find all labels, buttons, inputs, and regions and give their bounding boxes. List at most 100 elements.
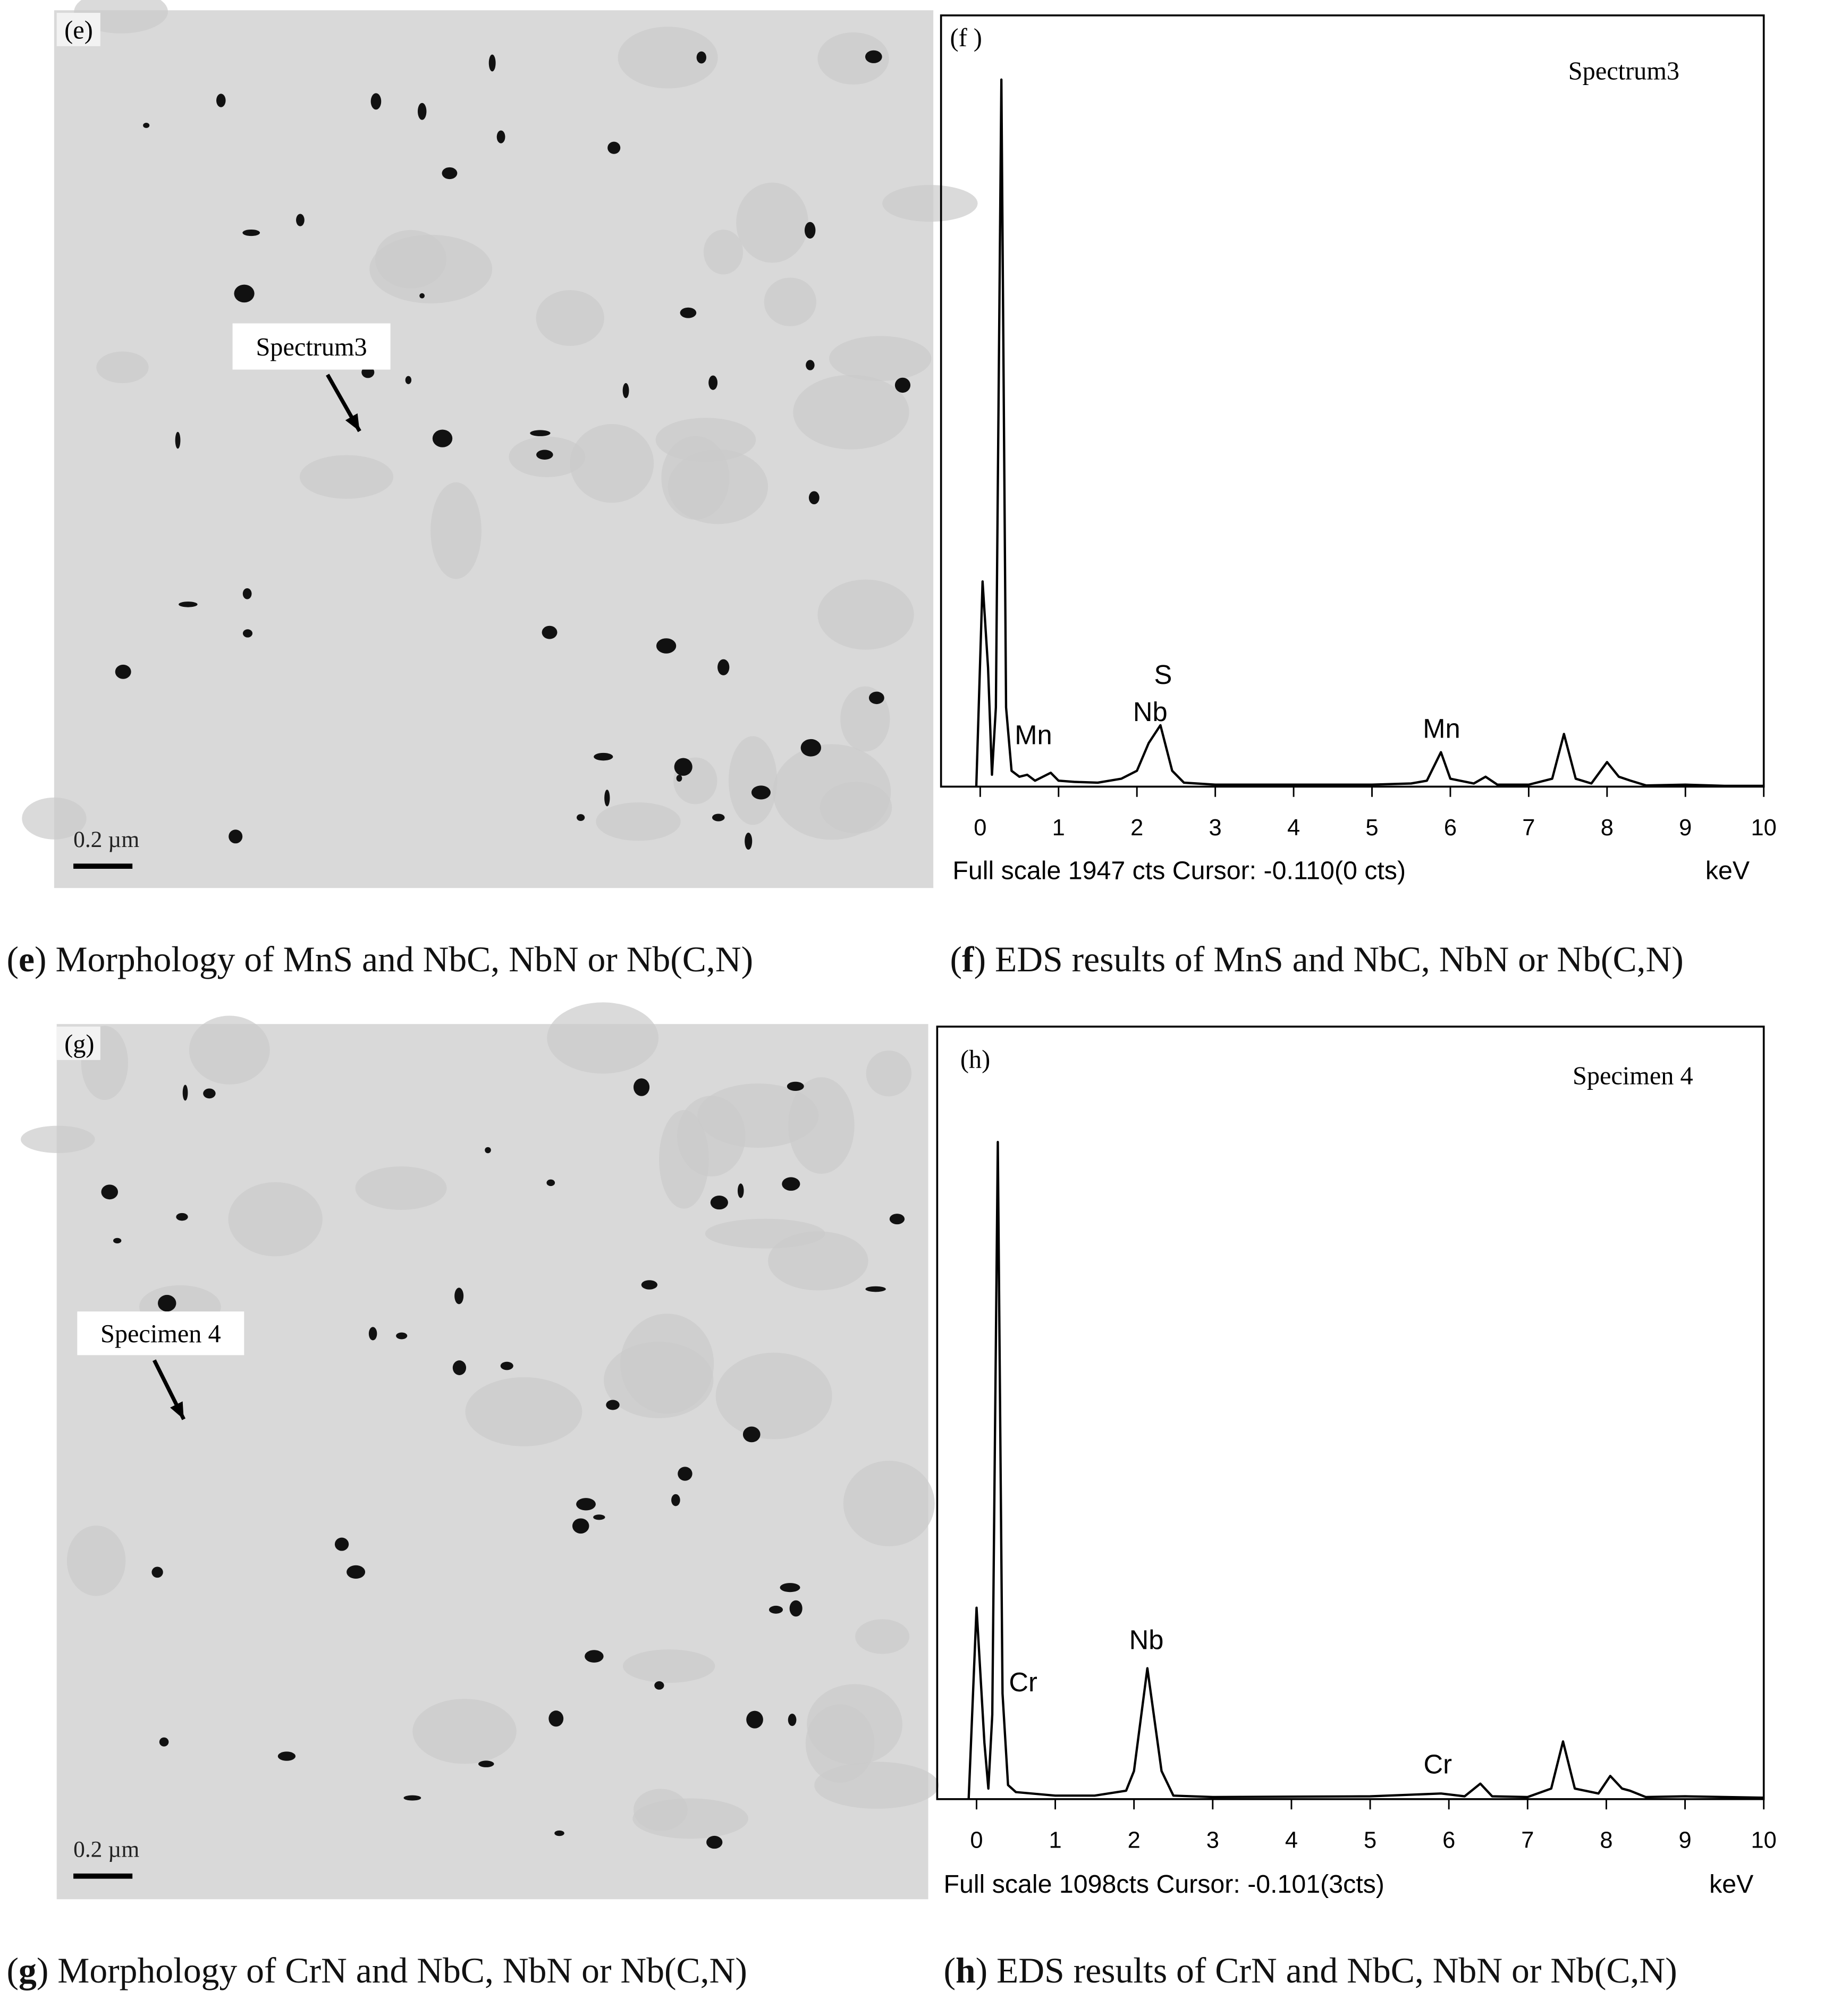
particle: [604, 790, 610, 807]
particle: [751, 785, 771, 800]
particle: [737, 1183, 744, 1198]
x-tick-label: 8: [1600, 1828, 1612, 1853]
particle: [889, 1214, 905, 1225]
caption-part: g: [19, 1951, 37, 1990]
texture: [715, 1352, 832, 1439]
particle: [800, 739, 822, 757]
particle: [622, 383, 629, 399]
panel-label: (h): [960, 1045, 990, 1073]
caption: (h) EDS results of CrN and NbC, NbN or N…: [943, 1951, 1677, 1990]
particle: [229, 829, 243, 844]
particle: [432, 429, 453, 447]
x-tick-label: 1: [1049, 1828, 1061, 1853]
caption-part: ) Morphology of MnS and NbC, NbN or Nb(C…: [35, 939, 753, 979]
particle: [419, 293, 425, 299]
caption-part: (: [943, 1951, 956, 1990]
particle: [894, 377, 911, 393]
texture: [189, 1015, 270, 1085]
caption-part: ) EDS results of CrN and NbC, NbN or Nb(…: [976, 1951, 1677, 1990]
texture: [596, 802, 681, 841]
texture: [465, 1377, 582, 1446]
caption-part: (: [7, 1951, 19, 1990]
texture: [814, 1761, 939, 1809]
peak-label: Nb: [1133, 697, 1168, 727]
texture: [622, 1649, 715, 1683]
x-tick-label: 4: [1287, 815, 1300, 841]
x-tick-label: 10: [1751, 1828, 1776, 1853]
particle: [536, 450, 553, 460]
particle: [396, 1332, 408, 1340]
spectrum-line: [975, 78, 1764, 787]
particle: [296, 214, 305, 226]
particle: [585, 1650, 604, 1663]
particle: [478, 1760, 494, 1767]
x-tick-label: 10: [1751, 815, 1776, 841]
texture: [773, 744, 891, 840]
particle: [488, 54, 496, 72]
particle: [788, 1714, 797, 1726]
particle: [576, 1498, 596, 1511]
texture: [96, 351, 149, 384]
texture: [843, 1461, 935, 1546]
particle: [179, 602, 198, 607]
micrograph: [54, 10, 934, 888]
texture: [817, 579, 914, 650]
particle: [712, 814, 725, 821]
x-tick-label: 6: [1444, 815, 1457, 841]
caption-part: (: [7, 939, 19, 979]
particle: [143, 123, 150, 128]
texture: [703, 230, 744, 275]
texture: [764, 277, 816, 326]
x-tick-label: 4: [1285, 1828, 1298, 1853]
particle: [708, 375, 718, 390]
particle: [808, 491, 820, 505]
particle: [151, 1566, 163, 1578]
caption: (f) EDS results of MnS and NbC, NbN or N…: [950, 939, 1684, 979]
particle: [671, 1494, 680, 1506]
chart-title: Specimen 4: [1573, 1062, 1693, 1090]
texture: [728, 736, 778, 825]
particle: [641, 1280, 658, 1290]
particle: [706, 1835, 723, 1849]
texture: [736, 182, 808, 263]
x-tick-label: 2: [1128, 1828, 1141, 1853]
caption-part: ) Morphology of CrN and NbC, NbN or Nb(C…: [37, 1951, 747, 1990]
particle: [157, 1294, 176, 1312]
peak-label: Mn: [1423, 714, 1460, 744]
x-tick-label: 9: [1679, 815, 1692, 841]
particle: [242, 588, 252, 599]
x-tick-label: 7: [1522, 815, 1535, 841]
particle: [405, 376, 412, 384]
caption: (g) Morphology of CrN and NbC, NbN or Nb…: [7, 1951, 747, 1990]
particle: [745, 833, 753, 850]
x-unit: keV: [1705, 856, 1750, 885]
x-tick-label: 2: [1130, 815, 1143, 841]
particle: [577, 814, 585, 821]
x-unit: keV: [1709, 1870, 1753, 1899]
particle: [633, 1078, 650, 1096]
texture: [299, 455, 394, 499]
caption-part: e: [19, 939, 35, 979]
texture: [228, 1182, 323, 1257]
arrow-head: [170, 1401, 184, 1420]
peak-label: Nb: [1129, 1624, 1164, 1655]
particle: [868, 691, 884, 705]
arrow-head: [345, 413, 360, 431]
particle: [546, 1179, 555, 1187]
particle: [182, 1085, 188, 1101]
texture: [697, 1083, 819, 1148]
particle: [606, 1400, 620, 1410]
x-tick-label: 3: [1209, 815, 1222, 841]
texture: [430, 482, 482, 579]
particle: [769, 1605, 783, 1614]
particle: [175, 431, 181, 449]
particle: [242, 629, 253, 638]
panel-label: (e): [64, 16, 93, 44]
x-tick-label: 8: [1601, 815, 1614, 841]
texture: [817, 32, 889, 85]
caption-part: f: [962, 939, 975, 979]
particle: [865, 1286, 886, 1292]
x-tick-label: 1: [1052, 815, 1065, 841]
chart-title: Spectrum3: [1568, 57, 1679, 86]
